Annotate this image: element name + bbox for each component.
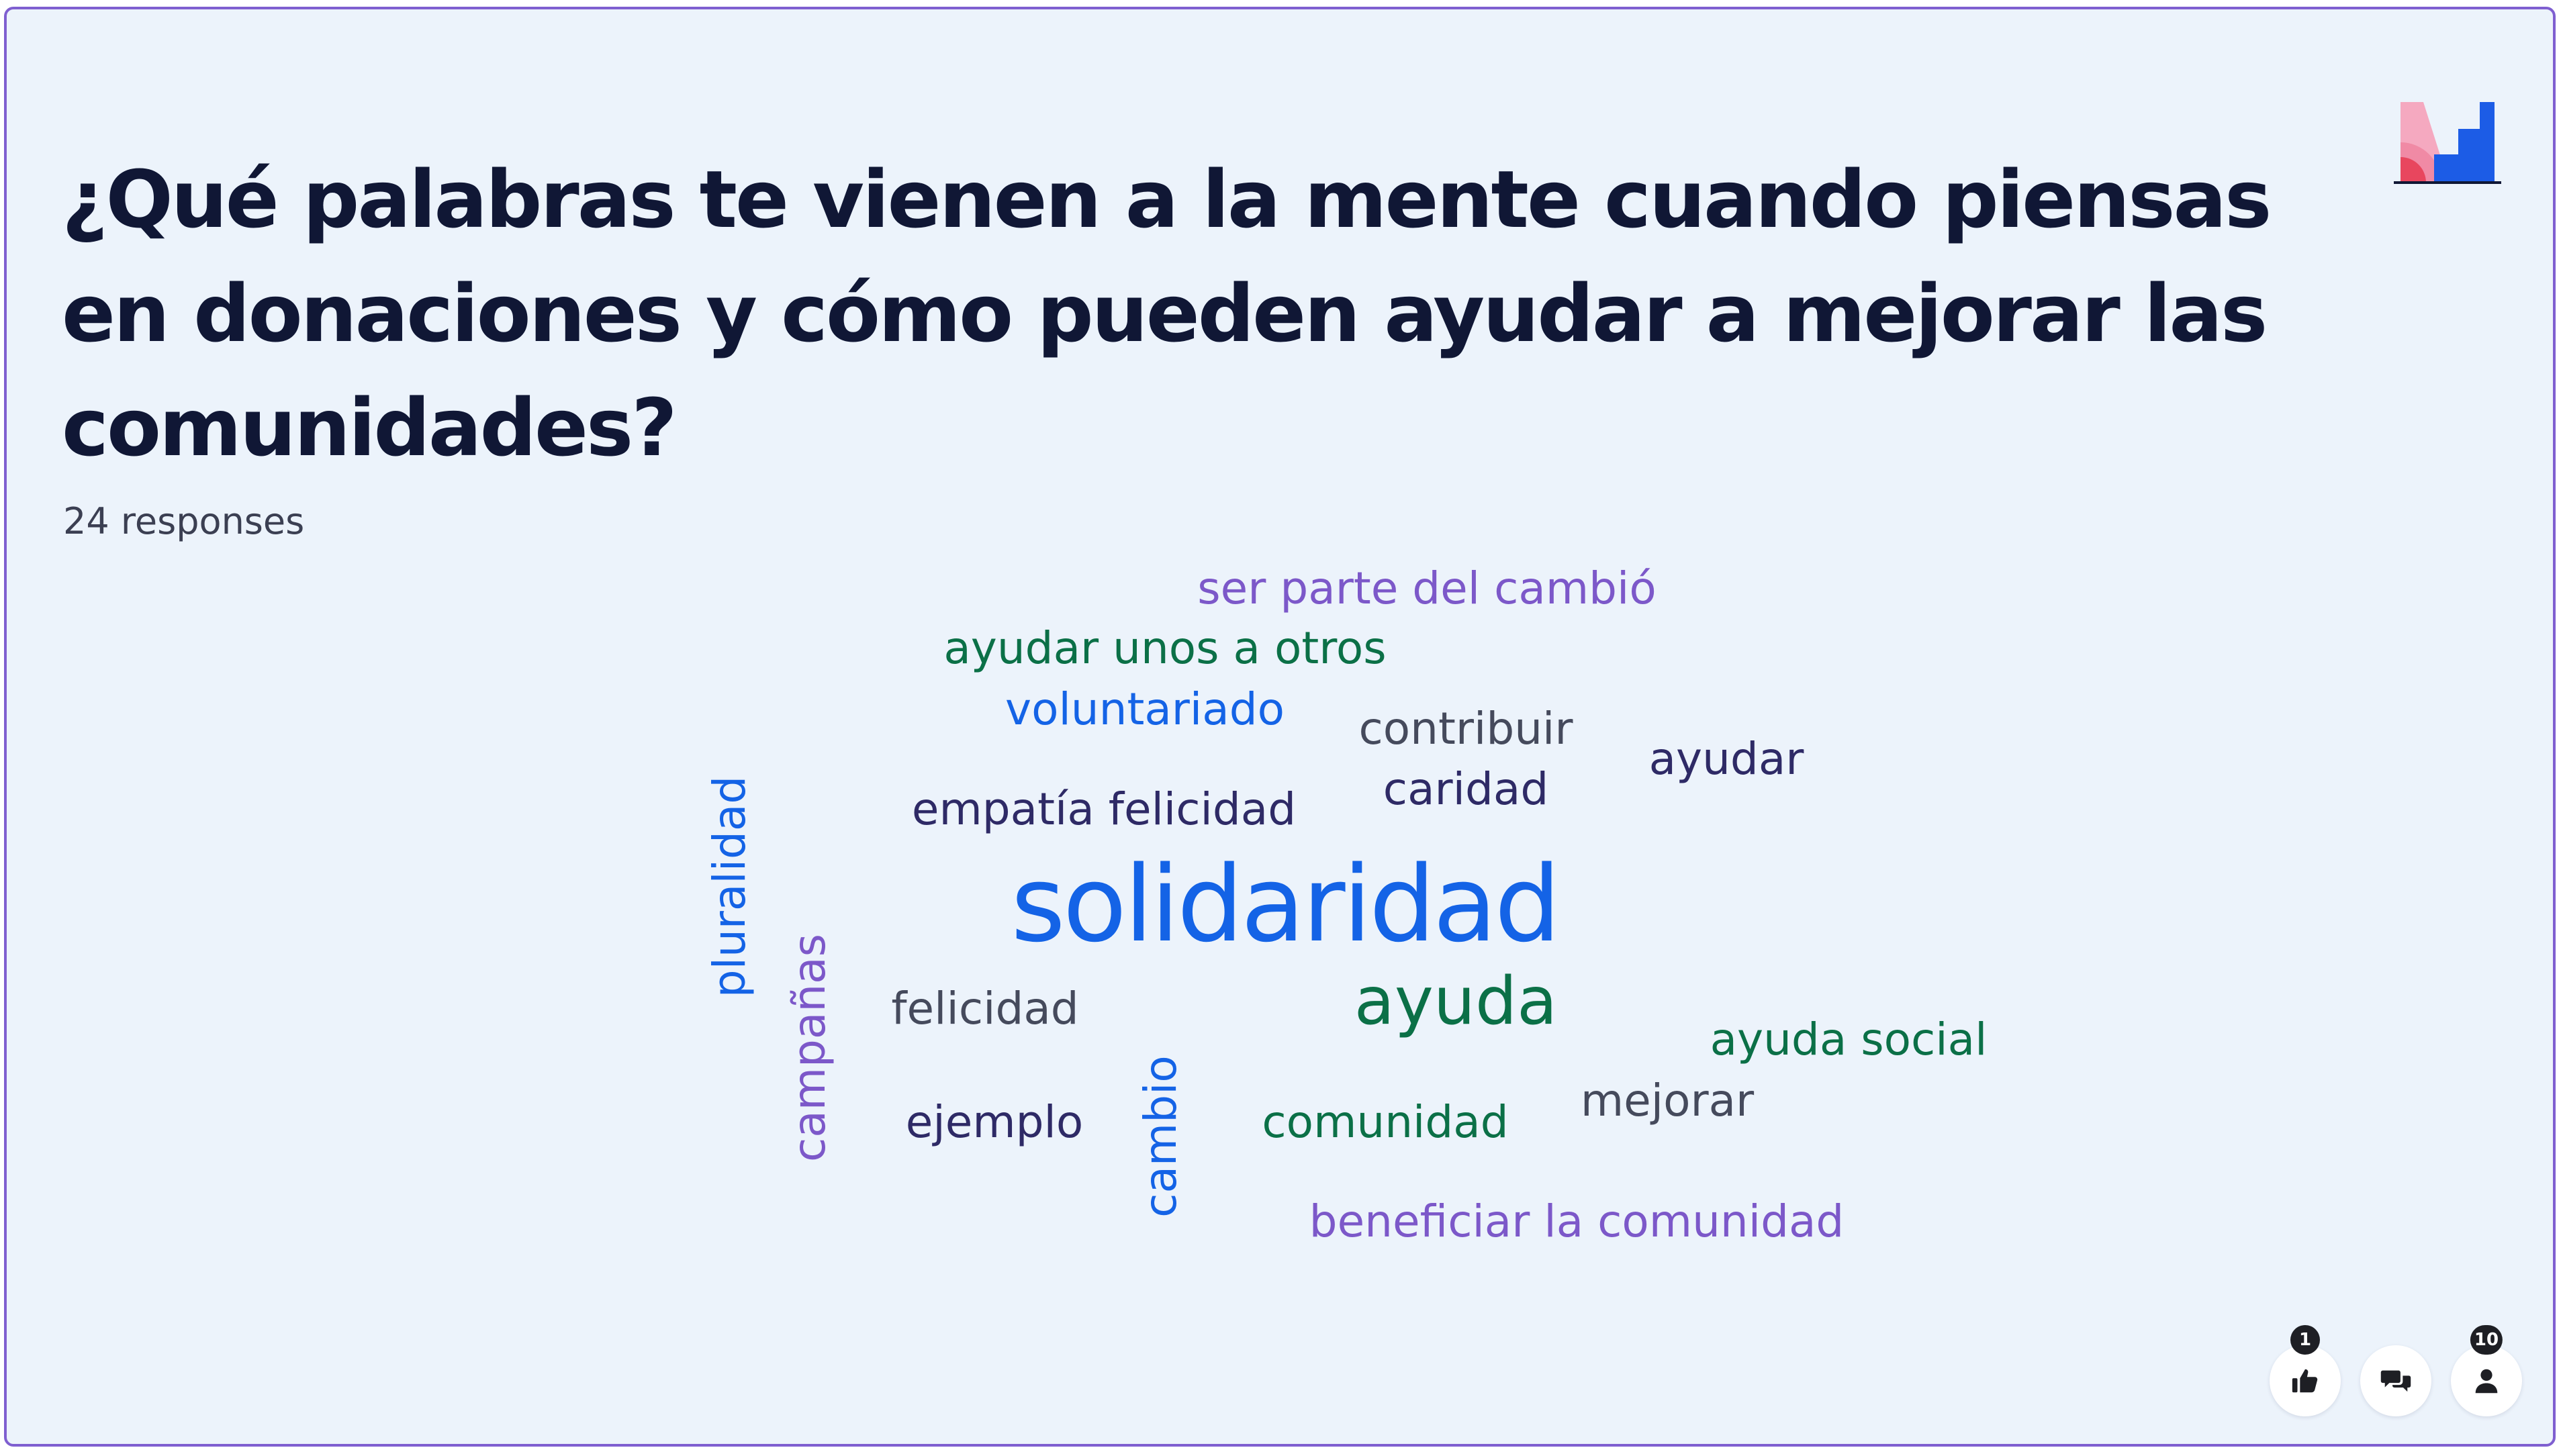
participants-count-badge: 10 bbox=[2470, 1325, 2503, 1355]
cloud-word: caridad bbox=[1383, 763, 1549, 815]
reactions-button[interactable]: 1 bbox=[2270, 1325, 2341, 1416]
cloud-word: beneficiar la comunidad bbox=[1309, 1196, 1845, 1247]
response-count: 24 responses bbox=[63, 500, 305, 542]
mentimeter-logo-icon bbox=[2394, 90, 2501, 191]
cloud-word: ayudar unos a otros bbox=[943, 622, 1387, 674]
cloud-word: empatía felicidad bbox=[911, 783, 1297, 835]
cloud-word: ser parte del cambió bbox=[1197, 563, 1657, 614]
cloud-word: ayuda bbox=[1354, 963, 1558, 1040]
cloud-word: felicidad bbox=[891, 983, 1079, 1034]
thumbs-up-icon bbox=[2292, 1369, 2318, 1393]
cloud-word: comunidad bbox=[1262, 1096, 1509, 1148]
cloud-word: mejorar bbox=[1580, 1075, 1755, 1126]
reactions-count-badge: 1 bbox=[2290, 1325, 2320, 1355]
cloud-word: campañas bbox=[784, 933, 835, 1163]
word-cloud: ser parte del cambió ayudar unos a otros v… bbox=[7, 9, 2553, 1444]
speech-bubbles-icon bbox=[2380, 1370, 2411, 1392]
cloud-word: voluntariado bbox=[1005, 683, 1285, 735]
slide: ¿Qué palabras te vienen a la mente cuand… bbox=[4, 7, 2556, 1447]
cloud-word: ejemplo bbox=[905, 1096, 1084, 1148]
participants-button[interactable]: 10 bbox=[2451, 1325, 2522, 1416]
cloud-word: cambio bbox=[1135, 1055, 1186, 1218]
cloud-word: solidaridad bbox=[1011, 843, 1560, 965]
qa-button[interactable] bbox=[2360, 1345, 2431, 1416]
person-icon bbox=[2475, 1369, 2498, 1394]
cloud-word: ayuda social bbox=[1710, 1014, 1988, 1065]
cloud-word: pluralidad bbox=[704, 775, 755, 998]
cloud-word: ayudar bbox=[1648, 733, 1804, 785]
question-title: ¿Qué palabras te vienen a la mente cuand… bbox=[62, 153, 2272, 474]
cloud-word: contribuir bbox=[1358, 703, 1573, 755]
